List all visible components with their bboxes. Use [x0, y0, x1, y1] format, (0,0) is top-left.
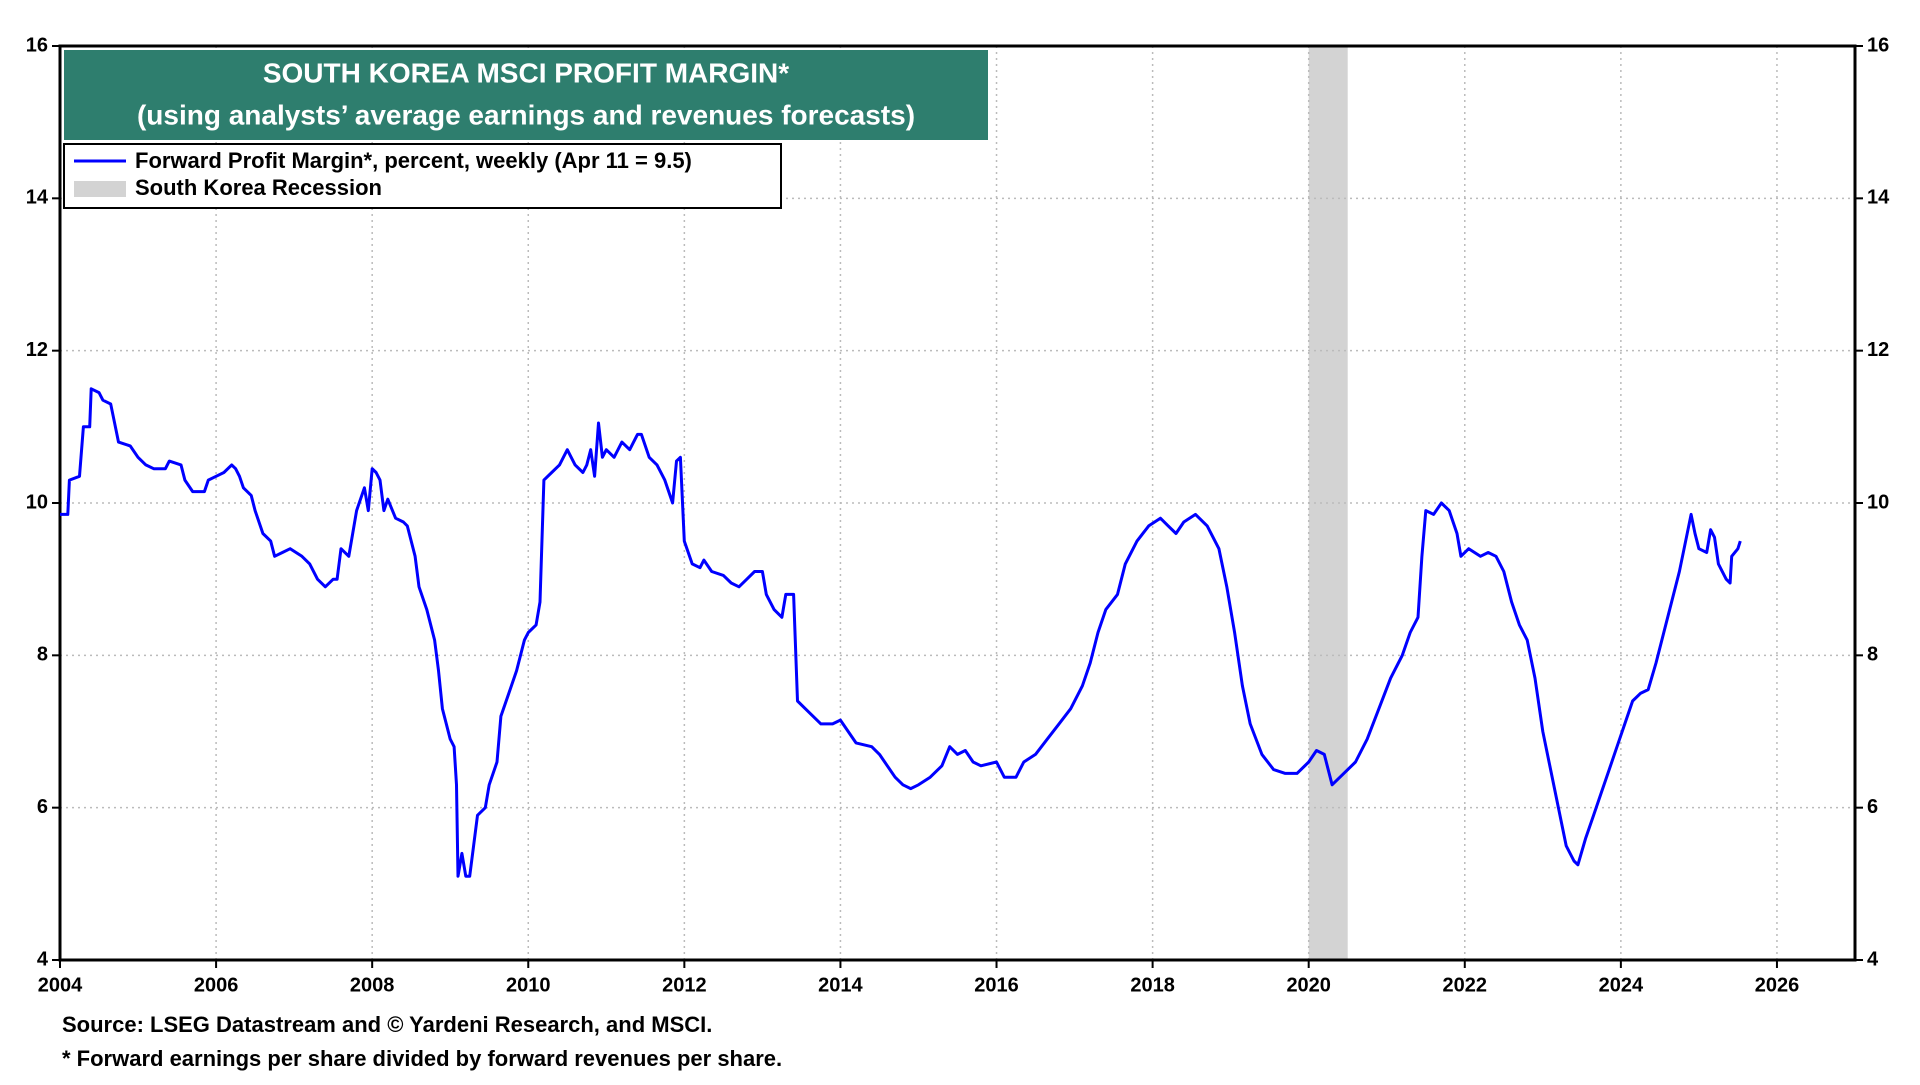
y-tick-label: 14 [26, 187, 49, 209]
x-tick-label: 2024 [1599, 974, 1644, 996]
plot-layer: 4 6 8 10 12 14 16 4 6 8 10 12 14 16 2004 2006 2008 2010 20… [26, 34, 1890, 996]
chart-subtitle: (using analysts’ average earnings and re… [137, 99, 915, 130]
y-tick-label: 16 [26, 34, 48, 56]
x-tick-label: 2018 [1130, 974, 1175, 996]
legend-recession-swatch [74, 181, 126, 197]
y-tick-label: 4 [37, 948, 49, 970]
x-tick-label: 2006 [194, 974, 239, 996]
y-tick-label: 6 [37, 796, 48, 818]
legend-label: South Korea Recession [135, 175, 382, 200]
y2-tick-label: 10 [1867, 491, 1889, 513]
y-tick-label: 8 [37, 644, 48, 666]
x-tick-label: 2026 [1755, 974, 1800, 996]
y2-tick-label: 14 [1867, 187, 1890, 209]
title-box [64, 50, 988, 140]
y-tick-label: 12 [26, 339, 48, 361]
x-tick-label: 2012 [662, 974, 707, 996]
y2-tick-label: 12 [1867, 339, 1889, 361]
x-tick-label: 2020 [1286, 974, 1331, 996]
x-tick-label: 2022 [1443, 974, 1488, 996]
source-note: Source: LSEG Datastream and © Yardeni Re… [62, 1012, 712, 1037]
x-tick-label: 2010 [506, 974, 551, 996]
legend-label: Forward Profit Margin*, percent, weekly … [135, 148, 692, 173]
chart-title: SOUTH KOREA MSCI PROFIT MARGIN* [263, 57, 789, 88]
x-tick-label: 2016 [974, 974, 1019, 996]
plot-frame [58, 44, 1857, 962]
x-tick-label: 2014 [818, 974, 863, 996]
y-tick-label: 10 [26, 491, 48, 513]
y2-tick-label: 8 [1867, 644, 1878, 666]
y2-tick-label: 4 [1867, 948, 1879, 970]
legend-box [63, 143, 782, 209]
x-tick-label: 2004 [38, 974, 83, 996]
y2-tick-label: 16 [1867, 34, 1889, 56]
x-tick-label: 2008 [350, 974, 395, 996]
series-line [60, 387, 1742, 878]
y2-tick-label: 6 [1867, 796, 1878, 818]
footnote: * Forward earnings per share divided by … [62, 1046, 782, 1071]
